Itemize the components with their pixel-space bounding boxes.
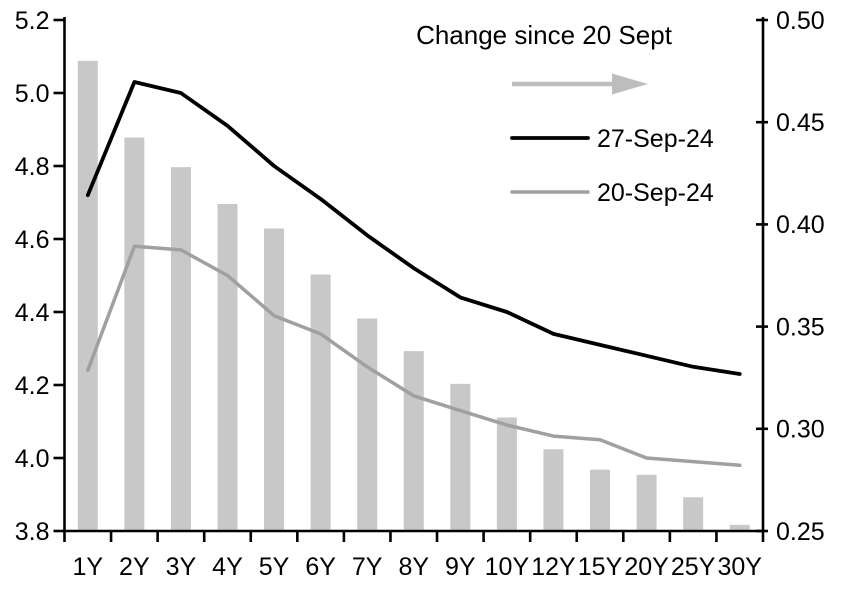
x-axis-label: 6Y bbox=[305, 553, 336, 581]
left-axis-tick-label: 4.8 bbox=[15, 153, 50, 181]
bar-7Y bbox=[357, 318, 378, 530]
bar-4Y bbox=[217, 203, 238, 530]
line-20-sep-24 bbox=[86, 244, 742, 468]
x-axis-label: 10Y bbox=[485, 553, 530, 581]
bar-9Y bbox=[450, 383, 471, 530]
x-axis-label: 7Y bbox=[352, 553, 383, 581]
right-axis-tick-label: 0.35 bbox=[776, 313, 825, 341]
left-axis-tick-label: 4.0 bbox=[15, 445, 50, 473]
right-axis-tick-label: 0.40 bbox=[776, 211, 825, 239]
left-axis-tick-label: 4.6 bbox=[15, 226, 50, 254]
legend-label-27-sep-24: 27-Sep-24 bbox=[597, 125, 714, 153]
right-axis-tick-label: 0.50 bbox=[776, 7, 825, 35]
bar-3Y bbox=[170, 167, 191, 530]
bar-30Y bbox=[729, 524, 750, 530]
bar-8Y bbox=[403, 351, 424, 530]
bar-25Y bbox=[683, 497, 704, 530]
bar-10Y bbox=[496, 417, 517, 530]
right-axis-tick-label: 0.45 bbox=[776, 109, 825, 137]
x-axis-label: 1Y bbox=[72, 553, 103, 581]
left-axis-tick-label: 4.2 bbox=[15, 372, 50, 400]
x-axis-label: 15Y bbox=[578, 553, 623, 581]
x-axis-label: 4Y bbox=[212, 553, 243, 581]
x-axis-label: 20Y bbox=[624, 553, 669, 581]
left-axis-tick-label: 5.2 bbox=[15, 7, 50, 35]
line-27-sep-24 bbox=[85, 80, 742, 376]
left-axis-tick-label: 5.0 bbox=[15, 80, 50, 108]
right-axis-tick-label: 0.30 bbox=[776, 416, 825, 444]
bar-5Y bbox=[264, 228, 285, 530]
x-axis-label: 3Y bbox=[166, 553, 197, 581]
bar-6Y bbox=[310, 274, 331, 530]
x-axis-label: 2Y bbox=[119, 553, 150, 581]
x-axis-label: 12Y bbox=[531, 553, 576, 581]
left-axis-tick-label: 3.8 bbox=[15, 518, 50, 546]
x-axis-label: 5Y bbox=[259, 553, 290, 581]
x-axis-label: 25Y bbox=[671, 553, 716, 581]
legend-arrow-head-icon bbox=[612, 73, 648, 95]
left-axis-tick-label: 4.4 bbox=[15, 299, 50, 327]
bar-20Y bbox=[636, 474, 657, 530]
legend-label-20-sep-24: 20-Sep-24 bbox=[597, 179, 714, 207]
right-axis-tick-label: 0.25 bbox=[776, 518, 825, 546]
bar-12Y bbox=[543, 449, 564, 530]
bar-2Y bbox=[124, 137, 145, 530]
bar-1Y bbox=[77, 60, 98, 530]
bar-15Y bbox=[590, 469, 611, 530]
x-axis-label: 30Y bbox=[717, 553, 762, 581]
legend-title: Change since 20 Sept bbox=[416, 20, 673, 50]
x-axis-label: 8Y bbox=[398, 553, 429, 581]
x-axis-label: 9Y bbox=[445, 553, 476, 581]
